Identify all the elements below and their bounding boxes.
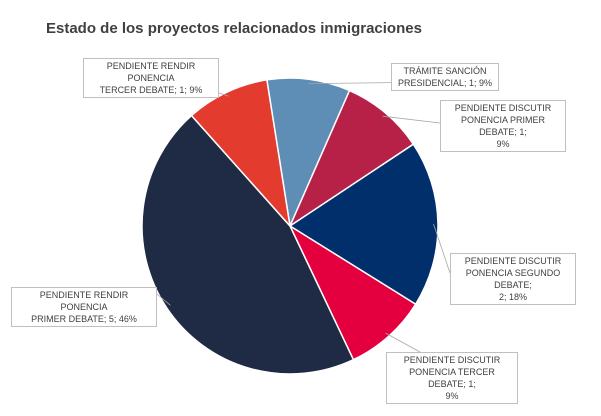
pie-slice: [288, 89, 415, 229]
pie-slice: [190, 78, 292, 229]
data-label-line: 9%: [445, 391, 459, 401]
data-label-line: PRESIDENCIAL; 1; 9%: [397, 78, 493, 88]
data-label-line: PRIMER DEBATE; 5; 46%: [31, 314, 137, 324]
data-label-line: PONENCIA TERCER DEBATE; 1;: [409, 367, 495, 389]
pie-slice: [288, 224, 417, 361]
data-label-line: PENDIENTE DISCUTIR: [403, 355, 501, 365]
data-label-line: PONENCIA SEGUNDO DEBATE;: [465, 268, 561, 290]
chart-title: Estado de los proyectos relacionados inm…: [46, 20, 422, 37]
data-label: PENDIENTE DISCUTIR PONENCIA PRIMER DEBATE…: [440, 100, 566, 152]
pie-slice: [288, 143, 439, 306]
data-label-line: PENDIENTE RENDIR PONENCIA: [106, 61, 196, 83]
data-label: PENDIENTE DISCUTIR PONENCIA SEGUNDO DEBAT…: [450, 253, 576, 305]
data-label-line: 9%: [496, 139, 510, 149]
data-label: PENDIENTE RENDIR PONENCIA TERCER DEBATE; …: [83, 58, 219, 98]
pie-slice: [141, 114, 355, 375]
pie-slice: [265, 77, 351, 229]
leader-line: [433, 223, 451, 274]
data-label: PENDIENTE RENDIR PONENCIA PRIMER DEBATE; …: [11, 287, 157, 327]
leader-line: [156, 293, 171, 306]
data-label-line: PENDIENTE RENDIR PONENCIA: [39, 290, 129, 312]
data-label-line: TRÁMITE SANCIÓN: [403, 66, 487, 76]
data-label-line: PENDIENTE DISCUTIR: [464, 256, 562, 266]
data-label-line: TERCER DEBATE; 1; 9%: [99, 85, 203, 95]
data-label: PENDIENTE DISCUTIR PONENCIA TERCER DEBATE…: [386, 352, 518, 404]
leader-line: [382, 115, 441, 124]
data-label: TRÁMITE SANCIÓN PRESIDENCIAL; 1; 9%: [391, 63, 499, 91]
leader-line: [385, 332, 421, 353]
data-label-line: 2; 18%: [498, 292, 528, 302]
data-label-line: PENDIENTE DISCUTIR: [454, 103, 552, 113]
data-label-line: PONENCIA PRIMER DEBATE; 1;: [460, 115, 545, 137]
